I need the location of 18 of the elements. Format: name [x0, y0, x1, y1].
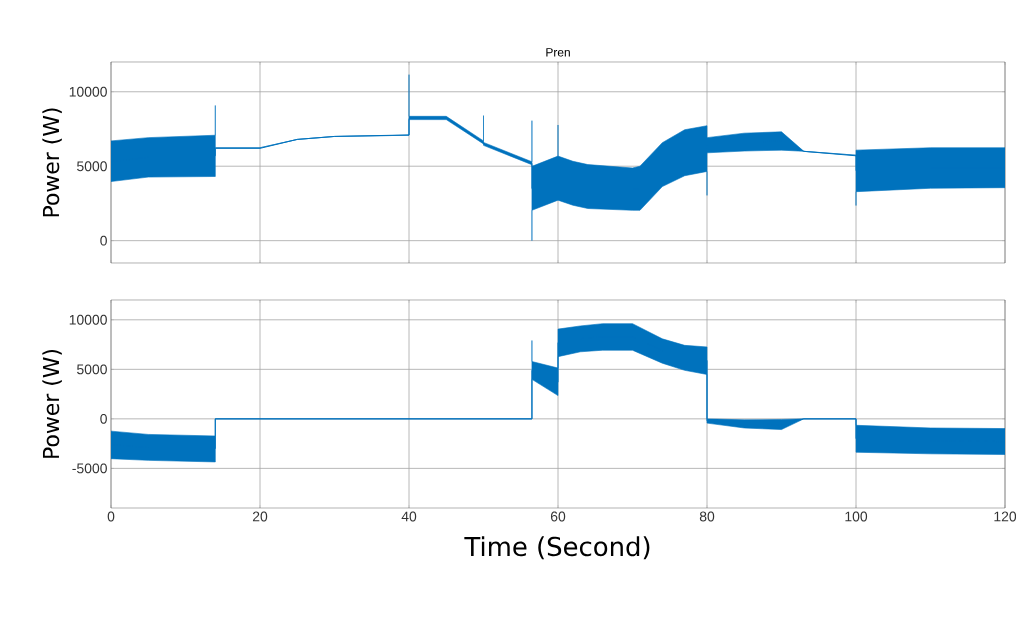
y-tick-label: -5000: [72, 463, 107, 474]
x-tick-label: 120: [994, 511, 1016, 522]
y-tick-label: 0: [100, 413, 107, 424]
x-tick-label: 100: [845, 511, 868, 522]
y-tick-label: 0: [100, 235, 107, 246]
x-axis-title: Time (Second): [464, 536, 650, 560]
y-tick-label: 5000: [77, 161, 107, 172]
x-tick-label: 80: [699, 511, 715, 522]
y-axis-title: Power (W): [42, 349, 62, 458]
x-tick-label: 60: [550, 511, 566, 522]
y-axis-title: Power (W): [42, 108, 62, 217]
chart-title: Pren: [546, 48, 570, 57]
y-tick-label: 5000: [77, 364, 107, 375]
x-tick-label: 20: [252, 511, 268, 522]
y-tick-label: 10000: [69, 86, 107, 97]
y-tick-label: 10000: [69, 314, 107, 325]
x-tick-label: 0: [107, 511, 115, 522]
x-tick-label: 40: [401, 511, 417, 522]
